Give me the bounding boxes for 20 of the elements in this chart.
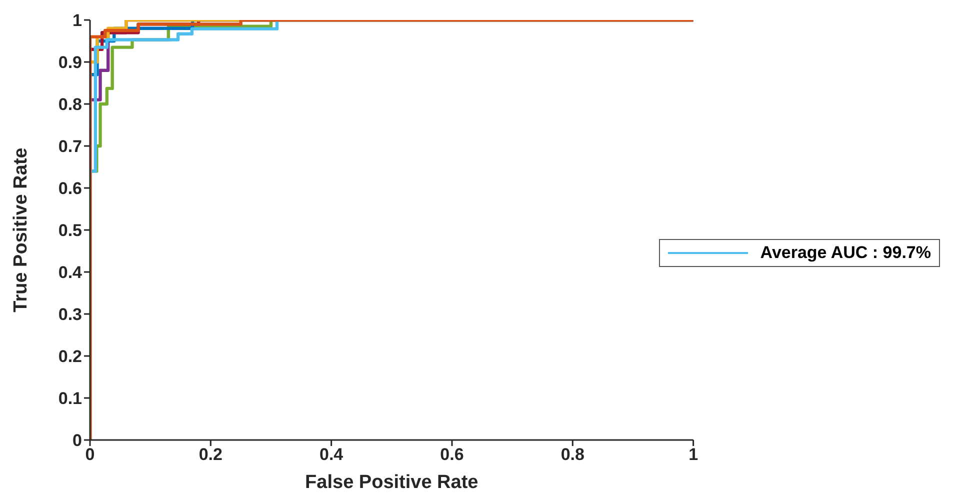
y-tick-label: 0.5 — [58, 221, 82, 240]
x-tick-label: 0.4 — [320, 445, 344, 464]
x-tick-label: 0.2 — [198, 445, 222, 464]
x-tick-label: 0 — [85, 445, 95, 464]
legend-label: Average AUC : 99.7% — [760, 243, 931, 263]
y-tick-label: 0 — [72, 431, 82, 450]
y-tick-label: 0.3 — [58, 305, 82, 324]
y-tick-label: 0.7 — [58, 137, 82, 156]
x-tick-label: 0.8 — [560, 445, 584, 464]
y-tick-label: 0.6 — [58, 179, 82, 198]
y-tick-label: 0.8 — [58, 95, 82, 114]
y-tick-label: 0.2 — [58, 347, 82, 366]
x-tick-label: 1 — [688, 445, 698, 464]
y-tick-label: 0.4 — [58, 263, 83, 282]
y-tick-label: 1 — [72, 11, 82, 30]
y-tick-label: 0.9 — [58, 53, 82, 72]
x-tick-label: 0.6 — [440, 445, 464, 464]
y-tick-label: 0.1 — [58, 389, 82, 408]
y-axis-title: True Positive Rate — [10, 148, 32, 312]
x-axis-title: False Positive Rate — [305, 472, 478, 493]
